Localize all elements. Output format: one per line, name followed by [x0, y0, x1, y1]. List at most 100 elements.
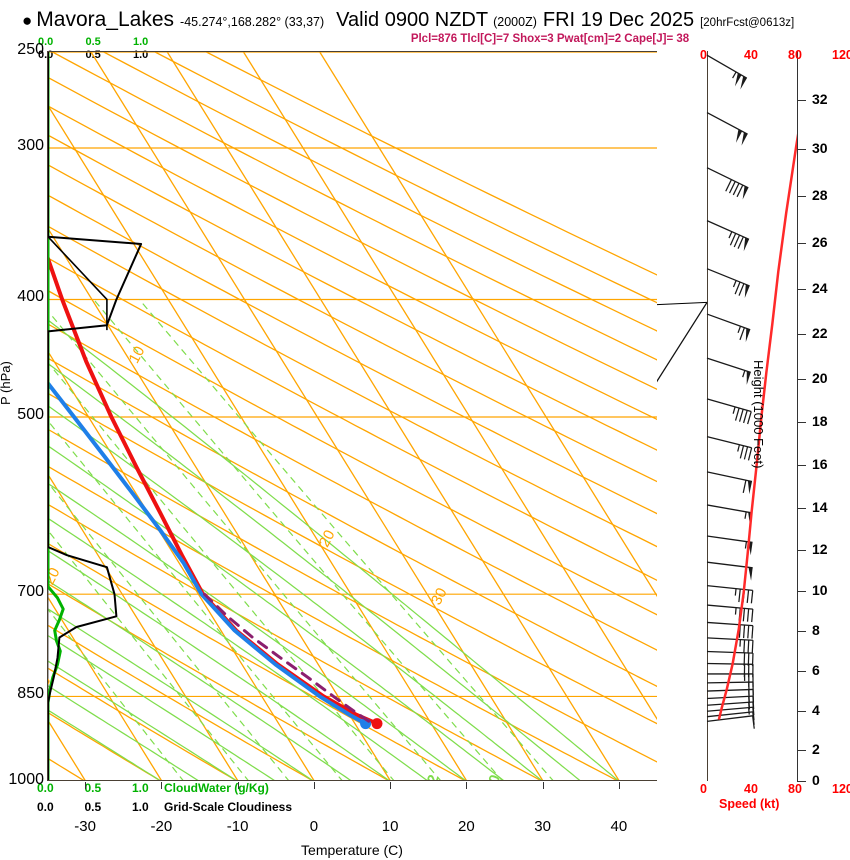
valid-time: Valid 0900 NZDT: [336, 9, 489, 31]
cloudwater-tick-bottom: 1.0: [132, 781, 149, 795]
height-tick-label-0: 0: [812, 772, 820, 788]
gridscale-legend-label: Grid-Scale Cloudiness: [164, 800, 293, 814]
gridscale-tick-bottom: 1.0: [132, 800, 149, 814]
temperature-tick: [390, 782, 392, 789]
height-tick-label-26: 26: [812, 233, 828, 250]
height-tick-label-2: 2: [812, 740, 820, 757]
temperature-tick--20: -20: [150, 818, 173, 835]
temperature-tick: [85, 782, 87, 789]
height-axis-title: Height (1000 Feet): [751, 360, 766, 469]
height-tick-label-18: 18: [812, 413, 828, 430]
temperature-tick: [618, 782, 620, 789]
height-tick: [797, 148, 806, 150]
sounding-parameters: Plcl=876 Tlcl[C]=7 Shox=3 Pwat[cm]=2 Cap…: [0, 33, 850, 45]
dry-adiabat-label-30: 30: [428, 585, 451, 608]
height-tick: [797, 196, 806, 198]
height-tick: [797, 590, 806, 592]
height-tick: [797, 334, 806, 336]
mixing-ratio-label-20: 20: [483, 773, 505, 781]
pressure-tick-850: 850: [17, 685, 44, 703]
speed-tick-top-80: 80: [788, 48, 802, 62]
height-tick-label-10: 10: [812, 581, 828, 598]
height-tick-label-22: 22: [812, 325, 828, 342]
height-tick-label-24: 24: [812, 279, 828, 296]
speed-tick-bottom-40: 40: [744, 782, 758, 796]
speed-tick-bottom-80: 80: [788, 782, 802, 796]
temperature-tick-0: 0: [309, 818, 319, 835]
temperature-axis-title: Temperature (C): [301, 842, 403, 858]
pressure-tick-700: 700: [17, 583, 44, 601]
height-tick: [797, 507, 806, 509]
height-tick-label-6: 6: [812, 662, 820, 679]
header: ● Mavora_Lakes -45.274°,168.282° (33,37)…: [0, 8, 850, 34]
cloudwater-tick-bottom: 0.5: [84, 781, 102, 795]
temperature-tick-10: 10: [381, 818, 399, 835]
cloudwater-scale-top: 0.0 0.5 1.0: [0, 36, 850, 52]
height-tick: [797, 781, 806, 782]
height-tick: [797, 749, 806, 751]
pressure-tick-400: 400: [17, 288, 44, 306]
temperature-tick-40: 40: [610, 818, 628, 835]
wind-barb-panel: [657, 51, 797, 781]
temperature-tick--10: -10: [226, 818, 249, 835]
height-tick-label-32: 32: [812, 91, 828, 108]
height-tick-label-4: 4: [812, 701, 820, 718]
cloudwater-tick-bottom: 0.0: [37, 781, 54, 795]
temperature-tick--30: -30: [74, 818, 96, 835]
speed-tick-top-0: 0: [700, 48, 707, 62]
temperature-tick: [466, 782, 468, 789]
station-bullet-icon: ●: [22, 11, 33, 30]
wind-barb-axis: [707, 51, 708, 781]
speed-tick-bottom-120: 120: [832, 782, 850, 796]
cloudwater-tick-top: 0.5: [85, 36, 101, 48]
pressure-axis-title: P (hPa): [0, 361, 13, 405]
pressure-tick-250: 250: [17, 41, 44, 58]
valid-date: FRI 19 Dec 2025: [542, 9, 695, 31]
height-tick: [797, 288, 806, 290]
speed-tick-top-120: 120: [832, 48, 850, 62]
temperature-tick-30: 30: [534, 818, 551, 835]
height-tick: [797, 100, 806, 102]
temperature-tick: [161, 782, 163, 789]
height-tick: [797, 631, 806, 633]
speed-axis-title: Speed (kt): [719, 797, 780, 811]
height-tick-label-14: 14: [812, 498, 828, 515]
skewt-plot-area: 100-10-20-3001020303581220: [47, 51, 657, 781]
temperature-tick: [237, 782, 239, 789]
mixing-ratio-label-12: 12: [421, 773, 443, 781]
gridscale-tick-bottom: 0.0: [37, 800, 54, 814]
height-tick: [797, 710, 806, 712]
temperature-tick: [313, 782, 315, 789]
temperature-tick: [542, 782, 544, 789]
height-tick: [797, 465, 806, 467]
pressure-tick-1000: 1000: [8, 771, 44, 788]
temperature-tick-20: 20: [458, 818, 475, 835]
sounding-parameters-text: Plcl=876 Tlcl[C]=7 Shox=3 Pwat[cm]=2 Cap…: [410, 33, 690, 45]
pressure-tick-300: 300: [17, 137, 44, 154]
skewt-grid: 100-10-20-3001020303581220: [48, 52, 657, 781]
forecast-stamp: [20hrFcst@0613z]: [700, 17, 795, 29]
cloudwater-tick-top: 1.0: [133, 36, 149, 48]
gridscale-tick-bottom: 0.5: [84, 800, 102, 814]
valid-time-zulu: (2000Z): [493, 15, 537, 29]
station-name: Mavora_Lakes: [36, 8, 175, 31]
gridscale-legend: 0.0 0.5 1.0 Grid-Scale Cloudiness: [0, 800, 850, 816]
cloudwater-legend-label: CloudWater (g/Kg): [164, 781, 269, 795]
cloudwater-tick-top: 0.0: [38, 36, 54, 48]
pressure-tick-500: 500: [17, 406, 44, 423]
height-tick: [797, 549, 806, 551]
wind-barbs: [657, 54, 797, 729]
station-coordinates: -45.274°,168.282° (33,37): [180, 15, 325, 29]
height-tick-label-30: 30: [812, 139, 828, 156]
height-tick: [797, 671, 806, 673]
skewt-traces: [48, 52, 383, 780]
speed-tick-top-40: 40: [744, 48, 758, 62]
height-tick-label-16: 16: [812, 456, 828, 473]
height-tick: [797, 422, 806, 424]
height-tick: [797, 378, 806, 380]
height-tick-label-28: 28: [812, 187, 828, 204]
dry-adiabat-label-10: 10: [126, 344, 149, 367]
height-tick: [797, 242, 806, 244]
cloudwater-legend: 0.0 0.5 1.0 CloudWater (g/Kg): [0, 781, 850, 797]
